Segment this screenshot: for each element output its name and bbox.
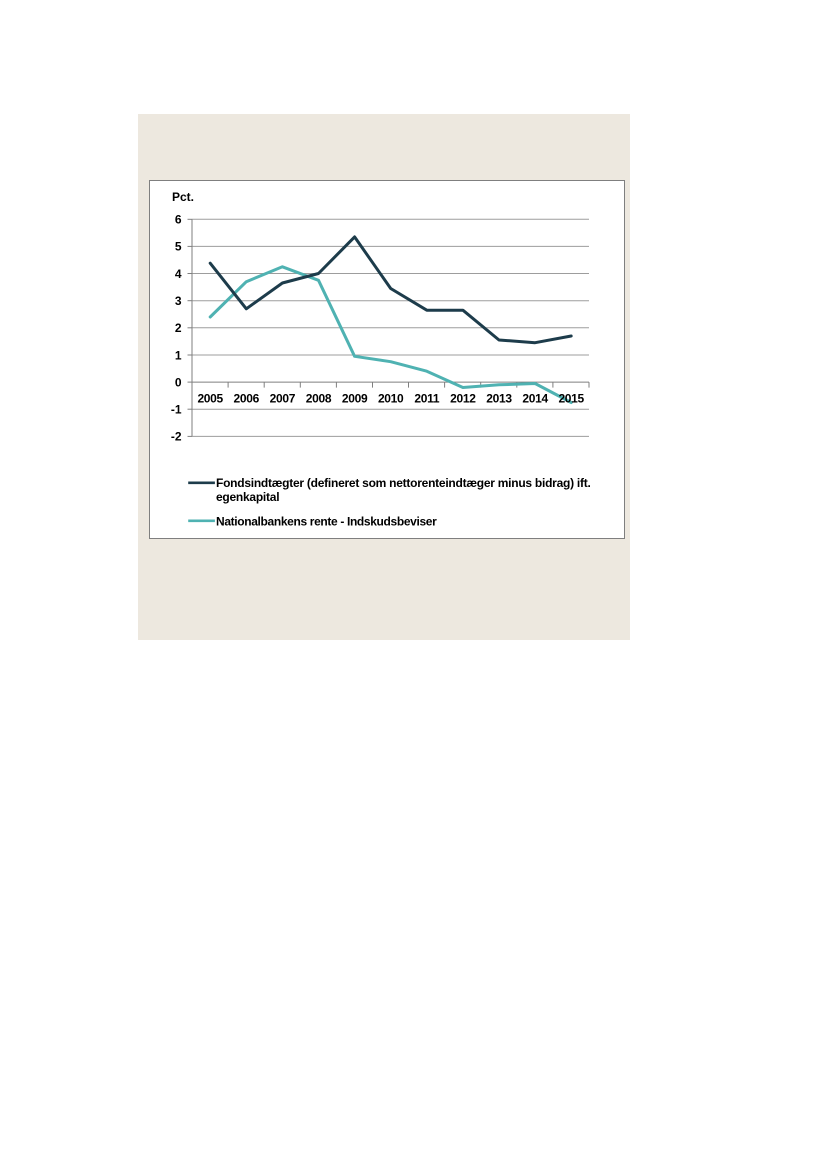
svg-text:2007: 2007 (270, 392, 296, 406)
svg-text:3: 3 (175, 294, 182, 308)
svg-text:-1: -1 (171, 403, 182, 417)
svg-text:5: 5 (175, 240, 182, 254)
svg-text:Nationalbankens rente - Indsku: Nationalbankens rente - Indskudsbeviser (216, 515, 437, 529)
svg-text:1: 1 (175, 348, 182, 362)
svg-text:2008: 2008 (306, 392, 332, 406)
svg-text:2010: 2010 (378, 392, 404, 406)
svg-text:2009: 2009 (342, 392, 368, 406)
svg-text:Pct.: Pct. (172, 190, 194, 204)
svg-text:2015: 2015 (558, 392, 584, 406)
svg-text:2013: 2013 (486, 392, 512, 406)
svg-text:egenkapital: egenkapital (216, 490, 279, 504)
svg-text:6: 6 (175, 213, 182, 227)
svg-text:-2: -2 (171, 430, 182, 444)
svg-text:2014: 2014 (522, 392, 548, 406)
svg-text:2006: 2006 (234, 392, 260, 406)
svg-text:4: 4 (175, 267, 182, 281)
svg-text:2011: 2011 (414, 392, 439, 406)
svg-text:0: 0 (175, 375, 182, 389)
svg-text:2005: 2005 (197, 392, 223, 406)
svg-text:2: 2 (175, 321, 182, 335)
svg-text:Fondsindtægter (defineret som: Fondsindtægter (defineret som nettorente… (216, 476, 591, 490)
svg-text:2012: 2012 (450, 392, 476, 406)
